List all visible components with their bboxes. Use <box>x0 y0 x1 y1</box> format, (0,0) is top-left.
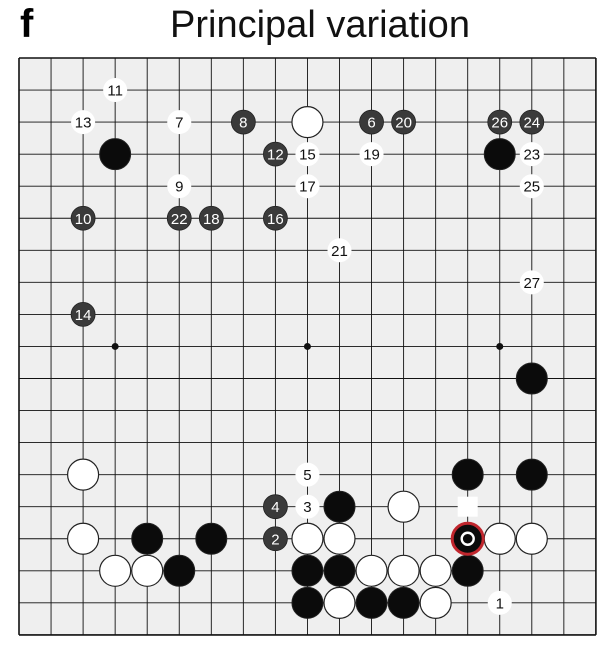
numbered-black-stone <box>391 109 417 135</box>
white-stone <box>355 554 388 587</box>
white-stone <box>483 522 516 555</box>
numbered-white-stone <box>295 142 320 167</box>
white-stone <box>323 522 356 555</box>
move-number-label: 12 <box>267 147 284 164</box>
move-number-label: 3 <box>303 499 311 516</box>
numbered-black-stone <box>198 205 224 231</box>
move-number-label: 21 <box>331 243 348 260</box>
white-stone <box>131 554 164 587</box>
black-stone <box>323 490 356 523</box>
move-number-label: 7 <box>175 115 183 132</box>
white-stone <box>387 554 420 587</box>
black-stone <box>99 138 132 171</box>
move-number-label: 6 <box>367 115 375 132</box>
numbered-black-stone <box>70 301 96 327</box>
numbered-white-stone <box>519 174 544 199</box>
move-number-label: 1 <box>496 595 504 612</box>
stones-layer <box>66 105 548 619</box>
last-move-stone <box>450 521 485 556</box>
move-number-label: 22 <box>171 211 188 228</box>
numbered-white-stone <box>167 110 192 135</box>
black-stone <box>483 138 516 171</box>
numbered-white-stone <box>295 462 320 487</box>
numbered-black-stone <box>487 109 513 135</box>
black-stone <box>451 458 484 491</box>
numbered-white-stone <box>519 270 544 295</box>
move-number-label: 25 <box>523 179 540 196</box>
move-number-label: 20 <box>395 115 412 132</box>
star-point <box>303 342 311 350</box>
numbered-white-stone <box>167 174 192 199</box>
move-number-label: 9 <box>175 179 183 196</box>
numbered-white-stone <box>103 78 128 103</box>
black-stone <box>163 554 196 587</box>
white-stone <box>323 586 356 619</box>
move-number-label: 13 <box>75 115 92 132</box>
move-number-label: 24 <box>523 115 540 132</box>
move-number-label: 11 <box>107 83 123 100</box>
move-number-label: 5 <box>303 467 311 484</box>
numbered-black-stone <box>262 141 288 167</box>
chart-title: Principal variation <box>170 4 470 46</box>
numbered-white-stone <box>359 142 384 167</box>
black-stone <box>451 554 484 587</box>
move-number-label: 8 <box>239 115 247 132</box>
move-number-label: 10 <box>75 211 92 228</box>
move-number-label: 4 <box>271 499 279 516</box>
white-stone <box>419 586 452 619</box>
numbered-white-stone <box>71 110 96 135</box>
move-number-label: 16 <box>267 211 284 228</box>
marks-layer <box>457 496 478 517</box>
numbered-white-stone <box>295 174 320 199</box>
move-number-label: 18 <box>203 211 220 228</box>
star-point <box>496 342 504 350</box>
black-stone <box>291 586 324 619</box>
move-number-label: 17 <box>299 179 316 196</box>
star-point <box>111 342 119 350</box>
black-stone <box>387 586 420 619</box>
last-move-marker <box>460 531 475 546</box>
white-stone <box>66 458 100 491</box>
black-stone <box>131 522 164 555</box>
black-stone <box>515 362 548 395</box>
numbered-black-stone <box>262 494 288 520</box>
numbered-black-stone <box>166 205 192 231</box>
move-number-label: 27 <box>523 275 540 292</box>
numbered-black-stone <box>359 109 384 135</box>
white-stone <box>291 522 324 555</box>
panel-letter: f <box>20 2 34 46</box>
move-number-label: 2 <box>271 531 279 548</box>
move-number-label: 15 <box>299 147 316 164</box>
numbered-white-stone <box>295 494 320 519</box>
move-number-label: 26 <box>491 115 508 132</box>
white-stone <box>419 554 452 587</box>
square-marker <box>457 496 478 517</box>
white-stone <box>515 522 548 555</box>
numbered-black-stone <box>230 109 256 135</box>
black-stone <box>195 522 228 555</box>
move-number-label: 14 <box>75 307 92 324</box>
black-stone <box>291 554 324 587</box>
white-stone <box>291 105 324 139</box>
move-number-label: 19 <box>363 147 380 164</box>
white-stone <box>387 490 420 523</box>
numbered-black-stone <box>519 109 545 135</box>
numbered-black-stone <box>262 526 288 552</box>
numbered-black-stone <box>262 205 288 231</box>
black-stone <box>323 554 356 587</box>
white-stone <box>99 554 132 587</box>
white-stone <box>66 522 100 555</box>
numbered-white-stone <box>327 238 352 263</box>
numbered-white-stone <box>519 142 544 167</box>
numbered-black-stone <box>70 205 96 231</box>
black-stone <box>515 458 548 491</box>
black-stone <box>355 586 388 619</box>
numbered-white-stone <box>487 590 512 615</box>
star-points <box>111 342 504 350</box>
move-number-label: 23 <box>523 147 540 164</box>
